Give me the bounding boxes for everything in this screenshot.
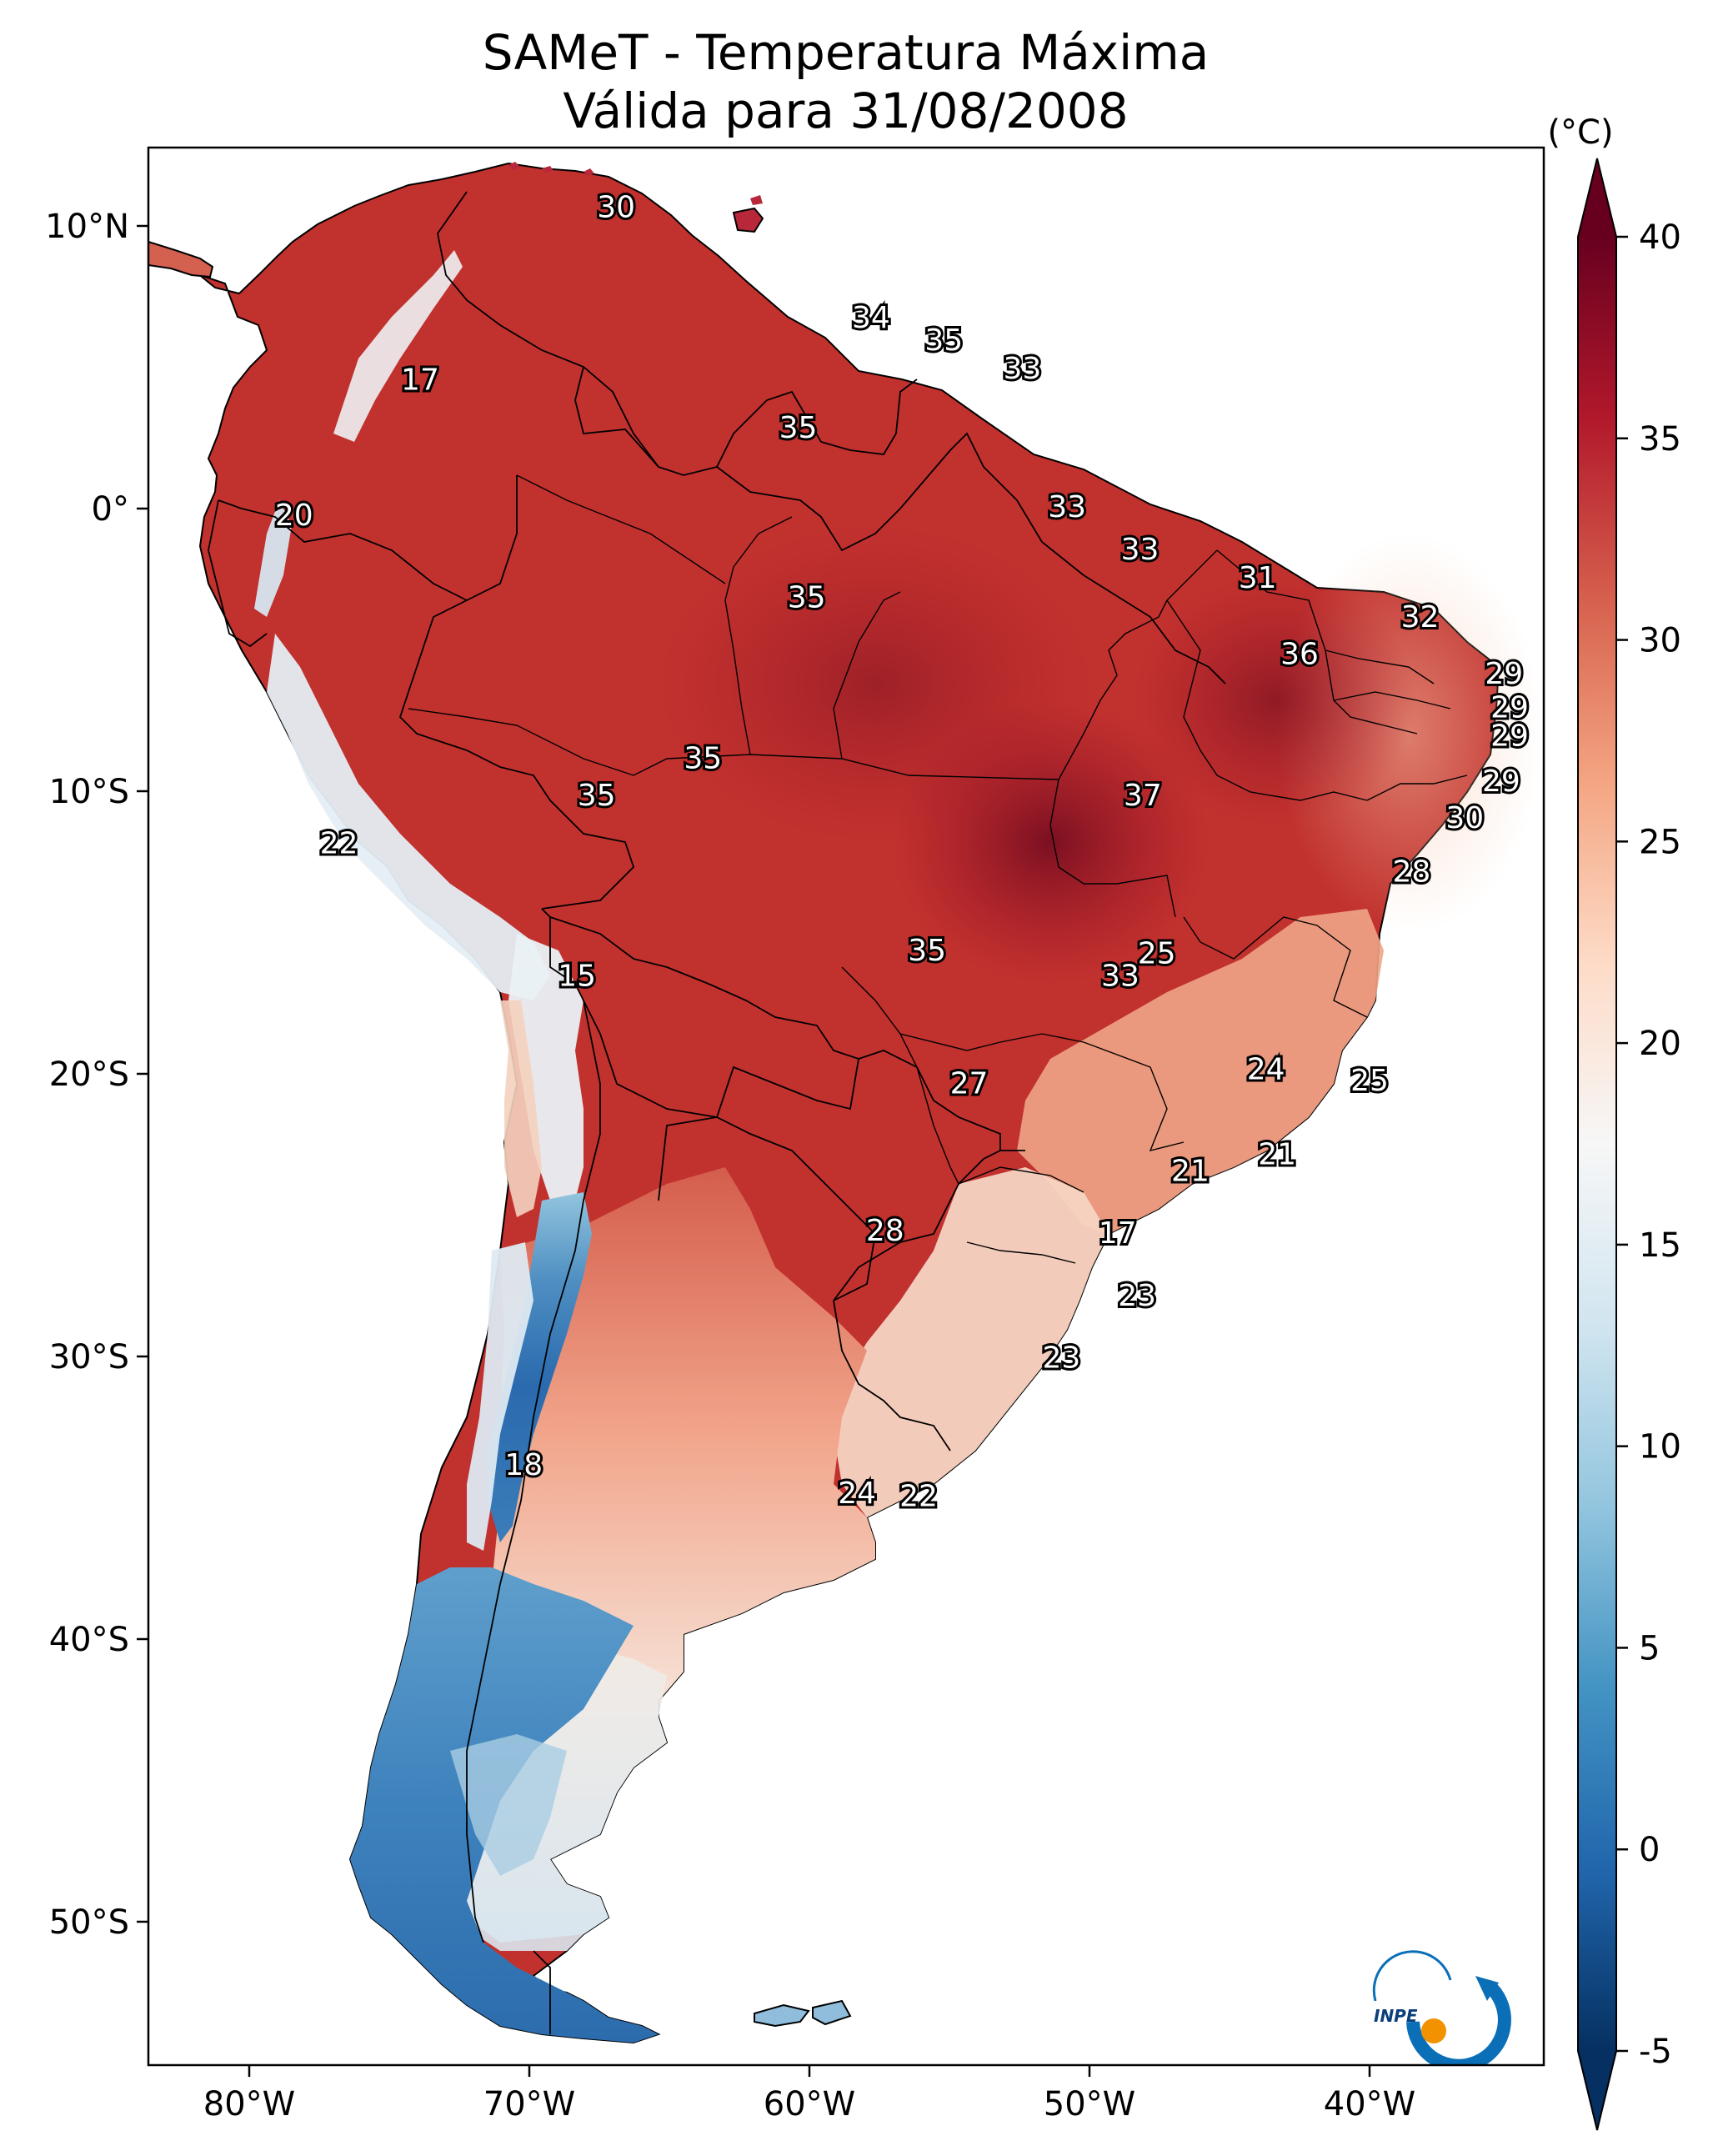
lat-tick-label: 0° — [92, 490, 129, 529]
hot-core-amazon — [659, 525, 1092, 842]
lat-tick-label: 10°N — [45, 208, 129, 246]
lon-tick-label: 80°W — [203, 2085, 295, 2123]
contour-label: 20 — [275, 499, 313, 533]
inpe-logo-orbit — [1372, 1950, 1452, 2002]
contour-label: 35 — [908, 934, 946, 968]
contour-label: 34 — [852, 301, 890, 335]
colorbar-tick-label: 15 — [1639, 1226, 1681, 1265]
patagonia-midband — [450, 1734, 567, 1876]
lon-tick-label: 40°W — [1324, 2085, 1415, 2123]
contour-label: 28 — [1392, 855, 1430, 889]
map-title: SAMeT - Temperatura Máxima Válida para 3… — [0, 23, 1723, 140]
lon-tick-label: 70°W — [483, 2085, 575, 2123]
colorbar-tick-label: 10 — [1639, 1428, 1681, 1467]
state-borders — [408, 474, 1468, 1264]
inpe-logo-arrow — [1475, 1976, 1499, 2001]
contour-label: 17 — [401, 363, 439, 397]
contour-label: 35 — [924, 323, 963, 358]
contour-label: 35 — [684, 742, 722, 776]
colorbar-tick-label: 35 — [1639, 420, 1681, 459]
inpe-logo-text: INPE — [1374, 2006, 1418, 2026]
altiplano-cold — [508, 934, 584, 1201]
contour-label: 27 — [950, 1067, 989, 1101]
contour-label: 33 — [1003, 352, 1041, 386]
contour-label: 23 — [1042, 1341, 1080, 1375]
andes-north-cold — [333, 250, 463, 442]
colorbar-tick-label: 0 — [1639, 1831, 1660, 1869]
colorbar-body — [1578, 237, 1616, 2051]
contour-label: 31 — [1239, 561, 1277, 595]
colorbar: (°C) 40 35 30 25 20 15 10 5 0 -5 — [1547, 113, 1681, 2131]
andes-peru-cold — [267, 634, 550, 1000]
lat-tick-label: 50°S — [49, 1903, 129, 1942]
contour-label: 35 — [788, 580, 826, 614]
contour-label: 17 — [1099, 1216, 1137, 1251]
colorbar-tick-label: 30 — [1639, 622, 1681, 660]
central-america-land — [148, 240, 214, 278]
contour-label: 24 — [1247, 1053, 1285, 1087]
colorbar-extend-bottom — [1578, 2051, 1616, 2130]
contour-label: 22 — [320, 826, 358, 860]
contour-label: 30 — [597, 191, 635, 225]
axis-ticks: 80°W 70°W 60°W 50°W 40°W 10°N 0° 10°S 20°S 30°S 40… — [45, 208, 1415, 2123]
contour-label: 33 — [1101, 960, 1139, 994]
map-frame — [147, 146, 1545, 2067]
contour-label: 29 — [1485, 657, 1523, 691]
andes-south-cold — [350, 1567, 659, 2043]
colorbar-extend-top — [1578, 158, 1616, 237]
lon-tick-label: 50°W — [1044, 2085, 1135, 2123]
lat-tick-label: 20°S — [49, 1055, 129, 1094]
contour-label: 37 — [1124, 779, 1162, 813]
trinidad-island — [732, 207, 764, 233]
andes-ecuador-cold — [254, 500, 292, 617]
colorbar-tick-label: 5 — [1639, 1629, 1660, 1667]
contour-label: 23 — [1118, 1279, 1156, 1313]
contour-label: 24 — [838, 1477, 876, 1511]
contour-label: 33 — [1048, 490, 1086, 524]
contour-label: 30 — [1445, 801, 1484, 835]
lat-tick-label: 40°S — [49, 1621, 129, 1659]
contour-label: 35 — [578, 779, 616, 813]
colorbar-tick-label: 20 — [1639, 1025, 1681, 1063]
lat-tick-label: 30°S — [49, 1338, 129, 1376]
contour-label: 21 — [1258, 1137, 1296, 1171]
contour-label: 28 — [866, 1214, 904, 1248]
contour-label: 18 — [504, 1448, 543, 1482]
contour-label: 25 — [1138, 937, 1176, 971]
contour-label: 21 — [1171, 1155, 1210, 1189]
falklands-islands — [754, 1999, 852, 2028]
country-borders — [208, 191, 1226, 2034]
colorbar-unit: (°C) — [1547, 113, 1613, 152]
colorbar-tick-label: 40 — [1639, 218, 1681, 257]
contour-label: 15 — [558, 960, 596, 994]
inpe-logo: INPE — [1372, 1950, 1511, 2065]
se-brazil-warm — [1017, 909, 1384, 1234]
lon-tick-label: 60°W — [764, 2085, 855, 2123]
contour-label: 32 — [1401, 600, 1440, 634]
hot-core-piaui — [1134, 575, 1417, 825]
inpe-logo-sun — [1421, 2018, 1446, 2043]
colorbar-ticks: 40 35 30 25 20 15 10 5 0 -5 — [1616, 218, 1681, 2071]
colorbar-tick-label: 25 — [1639, 823, 1681, 861]
colorbar-tick-label: -5 — [1639, 2033, 1672, 2071]
chile-central-pale — [467, 1242, 533, 1551]
contour-label: 29 — [1490, 691, 1529, 725]
inpe-logo-arc — [1406, 1983, 1511, 2065]
title-line-1: SAMeT - Temperatura Máxima — [482, 24, 1210, 81]
contour-label: 25 — [1350, 1064, 1389, 1098]
contour-label: 29 — [1482, 765, 1520, 799]
lat-tick-label: 10°S — [49, 773, 129, 811]
contour-label: 22 — [899, 1480, 938, 1514]
contour-label: 36 — [1280, 637, 1319, 671]
contour-label: 35 — [779, 411, 818, 445]
contour-label: 33 — [1121, 533, 1160, 567]
title-line-2: Válida para 31/08/2008 — [563, 83, 1129, 139]
contour-label: 29 — [1490, 720, 1529, 754]
atacama-warm — [500, 1000, 542, 1217]
